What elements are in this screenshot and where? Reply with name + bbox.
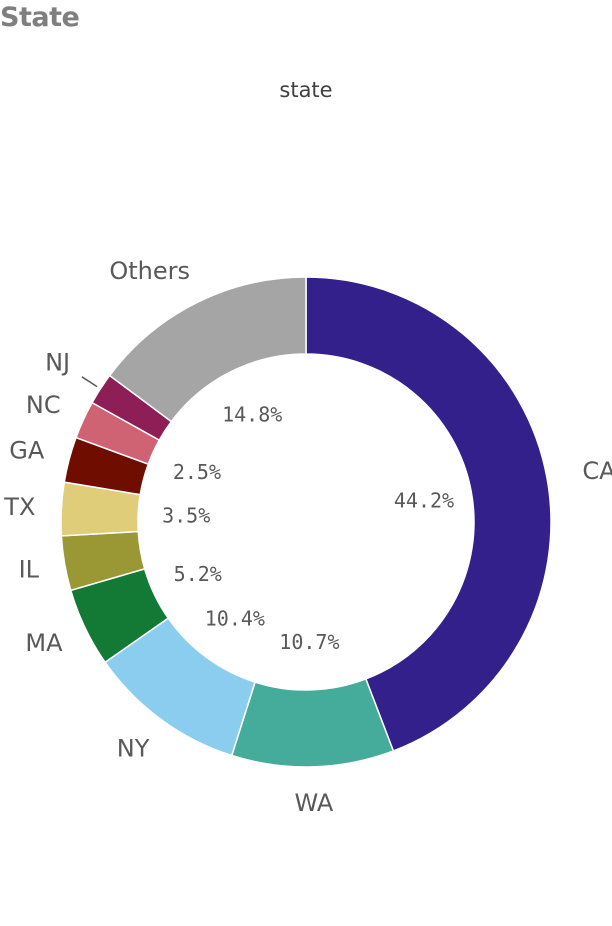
slice-label-tx: TX bbox=[3, 493, 35, 521]
percent-label-ma: 5.2% bbox=[174, 562, 222, 586]
leader-line-nj bbox=[81, 376, 98, 388]
percent-label-wa: 10.7% bbox=[279, 630, 339, 654]
slice-label-ma: MA bbox=[25, 629, 63, 657]
percent-label-nc: 2.5% bbox=[173, 460, 221, 484]
slice-label-wa: WA bbox=[295, 789, 334, 817]
slice-label-ga: GA bbox=[9, 436, 45, 464]
slice-label-il: IL bbox=[19, 555, 40, 583]
percent-label-tx: 3.5% bbox=[162, 504, 210, 528]
percent-label-others: 14.8% bbox=[222, 403, 282, 427]
chart-title: state bbox=[279, 78, 333, 102]
slice-others[interactable] bbox=[108, 276, 307, 423]
slice-wa[interactable] bbox=[230, 677, 395, 768]
slice-ca[interactable] bbox=[305, 276, 552, 752]
slice-label-nj: NJ bbox=[45, 349, 70, 377]
donut-slices bbox=[60, 276, 552, 768]
slice-label-ca: CA bbox=[582, 457, 612, 485]
slice-labels: CA WA NY MA IL TX GA NC NJ Others bbox=[3, 257, 612, 817]
slice-label-ny: NY bbox=[117, 734, 150, 762]
panel-title: State bbox=[0, 2, 80, 33]
leader-lines bbox=[81, 376, 98, 388]
slice-label-nc: NC bbox=[26, 391, 61, 419]
percent-labels: 44.2% 10.7% 10.4% 5.2% 3.5% 2.5% 14.8% bbox=[162, 403, 454, 654]
percent-label-ca: 44.2% bbox=[394, 488, 454, 512]
slice-label-others: Others bbox=[109, 257, 190, 285]
percent-label-ny: 10.4% bbox=[205, 607, 265, 631]
